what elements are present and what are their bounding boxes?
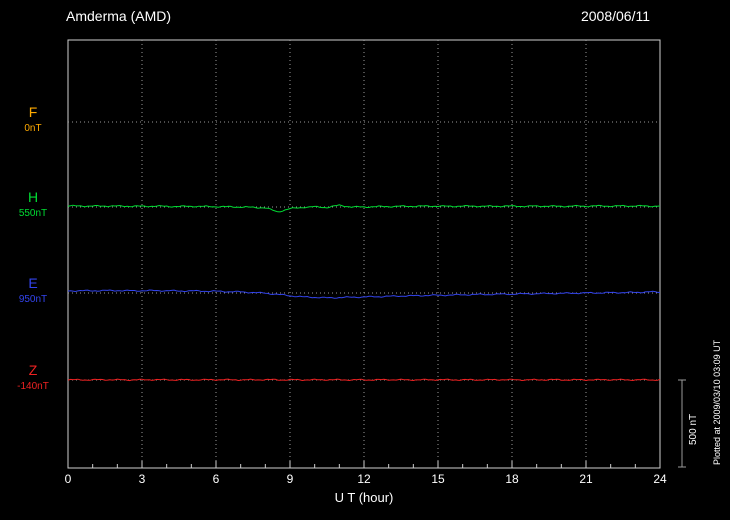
x-tick-label: 6	[212, 472, 220, 486]
component-label-e: E 950nT	[6, 276, 60, 305]
scale-bar-label: 500 nT	[688, 413, 699, 445]
x-axis-title: U T (hour)	[334, 490, 394, 505]
x-tick-label: 9	[286, 472, 294, 486]
component-baseline-value: 950nT	[18, 294, 48, 305]
x-tick-label: 15	[431, 472, 445, 486]
component-label-h: H 550nT	[6, 190, 60, 219]
x-tick-label: 21	[579, 472, 593, 486]
trace-e	[67, 289, 660, 299]
x-tick-label: 12	[357, 472, 371, 486]
component-letter: H	[27, 189, 39, 205]
component-baseline-value: -140nT	[17, 381, 49, 392]
component-letter: E	[28, 275, 38, 291]
x-tick-label: 3	[138, 472, 146, 486]
component-label-z: Z -140nT	[6, 363, 60, 392]
component-label-f: F 0nT	[6, 105, 60, 134]
component-letter: Z	[28, 362, 38, 378]
component-baseline-value: 550nT	[18, 208, 48, 219]
trace-h	[67, 204, 661, 213]
component-baseline-value: 0nT	[24, 123, 42, 134]
plotted-at-note: Plotted at 2009/03/10 03:09 UT	[712, 339, 722, 465]
x-tick-label: 0	[64, 472, 72, 486]
component-letter: F	[28, 104, 38, 120]
x-tick-label: 24	[653, 472, 667, 486]
x-tick-label: 18	[505, 472, 519, 486]
station-title: Amderma (AMD)	[66, 8, 172, 24]
observation-date: 2008/06/11	[580, 8, 650, 24]
trace-z	[67, 378, 661, 382]
